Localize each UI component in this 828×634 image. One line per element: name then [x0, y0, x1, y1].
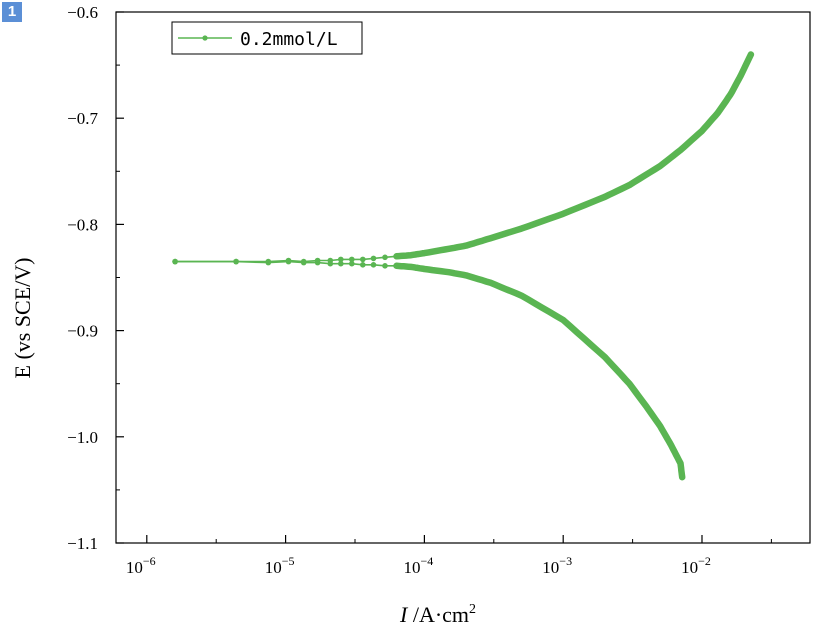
y-tick-label: −0.8	[67, 215, 98, 234]
data-point	[715, 110, 721, 116]
data-point	[678, 461, 684, 467]
data-point	[699, 128, 705, 134]
data-point	[371, 256, 377, 262]
data-point	[602, 354, 608, 360]
data-point	[738, 73, 744, 79]
polarization-chart: 10−6 10−5 10−4 10−3 10−2 −0.6−0.7−0.8−0.9−1.…	[0, 0, 828, 634]
series-line-cathodic	[175, 262, 682, 478]
data-point	[360, 257, 366, 263]
data-point	[382, 254, 388, 260]
x-tick-label-exponent: −5	[282, 554, 295, 568]
data-point	[488, 235, 494, 241]
legend-series-label: 0.2mmol/L	[240, 29, 338, 50]
data-point	[668, 443, 674, 449]
x-tick-label: 10−2	[681, 554, 711, 577]
x-axis-title-exponent: 2	[469, 602, 476, 617]
data-point	[408, 252, 414, 258]
y-tick-label: −1.1	[67, 534, 98, 553]
x-tick-label-base: 10	[681, 558, 698, 577]
series-dense-band-anodic	[397, 55, 751, 257]
data-point	[657, 423, 663, 429]
x-tick-label: 10−5	[265, 554, 295, 577]
x-axis: 10−6 10−5 10−4 10−3 10−2	[126, 535, 771, 577]
data-point	[172, 259, 178, 265]
x-tick-label-exponent: −2	[698, 554, 711, 568]
data-point	[394, 263, 400, 269]
x-tick-label-base: 10	[404, 558, 421, 577]
data-point	[560, 211, 566, 217]
data-point	[463, 243, 469, 249]
legend-marker-swatch	[202, 35, 207, 40]
data-point	[422, 266, 428, 272]
x-tick-label-exponent: −6	[143, 554, 156, 568]
y-tick-label: −1.0	[67, 428, 98, 447]
data-point	[679, 474, 685, 480]
x-tick-label-base: 10	[542, 558, 559, 577]
data-point	[446, 269, 452, 275]
data-point	[349, 261, 355, 267]
x-tick-label-exponent: −3	[559, 554, 572, 568]
legend: 0.2mmol/L	[172, 22, 362, 54]
data-point	[338, 261, 344, 267]
x-tick-label-base: 10	[126, 558, 143, 577]
data-point	[519, 293, 525, 299]
data-point	[627, 182, 633, 188]
x-tick-label: 10−4	[404, 554, 434, 577]
data-point	[394, 253, 400, 259]
data-point	[644, 404, 650, 410]
data-point	[657, 163, 663, 169]
x-tick-label-base: 10	[265, 558, 282, 577]
data-point	[266, 260, 272, 266]
data-point	[328, 261, 334, 267]
data-point	[560, 317, 566, 323]
y-tick-label: −0.6	[67, 3, 98, 22]
series-line-anodic	[175, 55, 751, 262]
y-tick-label: −0.7	[67, 109, 98, 128]
data-point	[286, 259, 292, 265]
data-point	[422, 250, 428, 256]
data-point	[488, 280, 494, 286]
series-layer	[172, 52, 753, 480]
y-axis-title: E (vs SCE/V)	[10, 258, 35, 379]
x-axis-title: I /A·cm2	[399, 602, 476, 627]
data-point	[382, 263, 388, 269]
data-point	[728, 92, 734, 98]
data-point	[315, 260, 321, 266]
data-point	[602, 194, 608, 200]
x-tick-label: 10−3	[542, 554, 572, 577]
data-point	[627, 381, 633, 387]
data-point	[748, 52, 754, 58]
data-point	[446, 246, 452, 252]
y-tick-label: −0.9	[67, 322, 98, 341]
data-point	[408, 264, 414, 270]
data-point	[463, 273, 469, 279]
x-tick-label: 10−6	[126, 554, 156, 577]
x-tick-label-exponent: −4	[421, 554, 434, 568]
data-point	[371, 262, 377, 268]
data-point	[519, 226, 525, 232]
data-point	[301, 260, 307, 266]
data-point	[360, 262, 366, 268]
data-point	[233, 259, 239, 265]
data-point	[678, 147, 684, 153]
x-axis-title-unit: /A·cm	[407, 602, 469, 627]
series-dense-band-cathodic	[397, 266, 683, 477]
